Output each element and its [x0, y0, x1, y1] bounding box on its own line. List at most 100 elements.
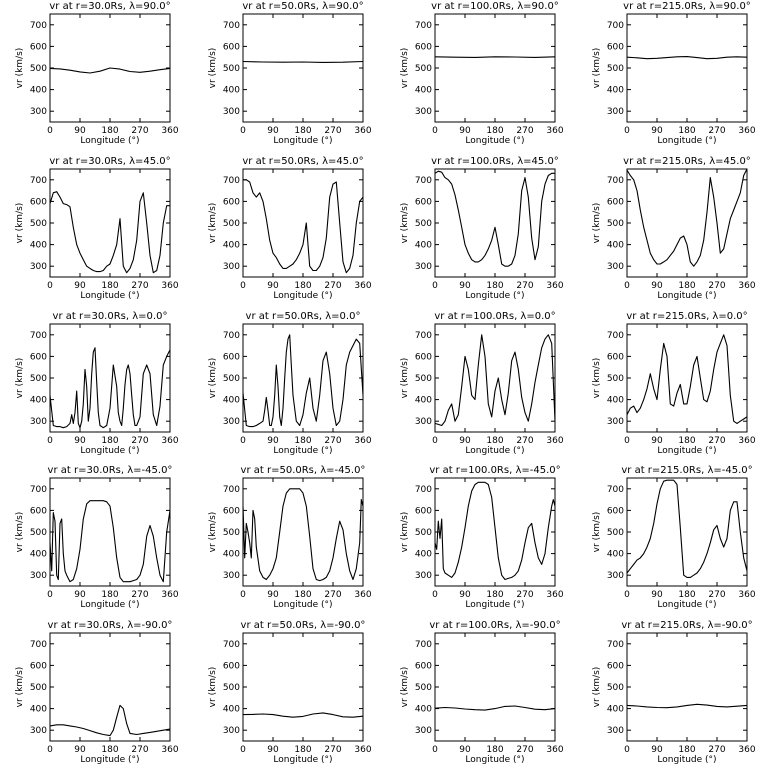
y-tick-label: 300: [415, 417, 432, 427]
chart-panel: vr at r=215.0Rs, λ=-45.0° 0 90 180 270 360 300…: [592, 465, 756, 610]
series-line: [49, 704, 171, 737]
panel-title: vr at r=50.0Rs, λ=45.0°: [242, 156, 363, 167]
y-tick-label: 300: [30, 726, 47, 736]
y-tick-label: 600: [30, 506, 47, 516]
y-axis-label: vr (km/s): [400, 48, 410, 89]
y-tick-label: 600: [607, 661, 624, 671]
chart-panel: vr at r=50.0Rs, λ=45.0° 0 90 180 270 360 300 40…: [208, 156, 372, 301]
panel-title: vr at r=30.0Rs, λ=0.0°: [53, 311, 168, 322]
series-line: [243, 179, 364, 274]
y-tick-label: 600: [607, 506, 624, 516]
y-tick-label: 700: [30, 21, 47, 31]
x-tick-label: 180: [486, 281, 503, 291]
y-tick-label: 600: [415, 197, 432, 207]
x-tick-label: 90: [651, 590, 663, 600]
plot-frame: [49, 632, 171, 742]
x-tick-label: 0: [624, 590, 630, 600]
x-tick-label: 180: [678, 436, 695, 446]
x-tick-label: 270: [516, 281, 533, 291]
x-tick-label: 90: [74, 126, 86, 136]
y-tick-label: 500: [415, 374, 432, 384]
x-axis-label: Longitude (°): [273, 600, 332, 610]
y-tick-label: 600: [223, 352, 240, 362]
panel-title: vr at r=100.0Rs, λ=-45.0°: [429, 465, 560, 476]
y-tick-label: 600: [30, 661, 47, 671]
x-tick-label: 0: [432, 436, 438, 446]
y-tick-label: 300: [223, 262, 240, 272]
x-tick-label: 90: [267, 590, 279, 600]
panel-title: vr at r=215.0Rs, λ=0.0°: [626, 311, 747, 322]
x-tick-label: 90: [459, 590, 471, 600]
y-tick-label: 400: [607, 705, 624, 715]
chart-panel: vr at r=215.0Rs, λ=0.0° 0 90 180 270 360 300 40…: [592, 311, 756, 456]
panel-title: vr at r=100.0Rs, λ=-90.0°: [429, 620, 560, 631]
y-tick-label: 300: [607, 571, 624, 581]
y-tick-label: 700: [607, 331, 624, 341]
x-axis-label: Longitude (°): [80, 446, 139, 456]
plot-frame: [626, 632, 748, 742]
y-tick-label: 700: [607, 640, 624, 650]
series-line: [626, 56, 748, 60]
x-tick-label: 180: [294, 436, 311, 446]
x-tick-label: 180: [294, 281, 311, 291]
chart-panel: vr at r=215.0Rs, λ=45.0° 0 90 180 270 360 300 4…: [592, 156, 756, 301]
plot-frame: [626, 477, 748, 587]
y-tick-label: 500: [30, 374, 47, 384]
x-tick-label: 360: [354, 590, 371, 600]
y-tick-label: 700: [415, 21, 432, 31]
plot-frame: [242, 13, 364, 123]
x-tick-label: 90: [74, 590, 86, 600]
y-tick-label: 500: [223, 219, 240, 229]
x-tick-label: 360: [161, 281, 178, 291]
y-tick-label: 600: [223, 197, 240, 207]
chart-panel: vr at r=215.0Rs, λ=-90.0° 0 90 180 270 360 300…: [592, 620, 756, 765]
y-tick-label: 500: [223, 528, 240, 538]
y-tick-label: 600: [415, 506, 432, 516]
y-tick-label: 400: [415, 241, 432, 251]
x-tick-label: 0: [47, 590, 53, 600]
y-tick-label: 300: [223, 726, 240, 736]
x-axis-label: Longitude (°): [465, 446, 524, 456]
y-tick-label: 600: [607, 352, 624, 362]
x-axis-label: Longitude (°): [657, 755, 716, 765]
x-tick-label: 360: [161, 745, 178, 755]
y-tick-label: 700: [223, 331, 240, 341]
x-tick-label: 180: [101, 745, 118, 755]
x-tick-label: 270: [324, 590, 341, 600]
x-tick-label: 0: [47, 281, 53, 291]
plot-frame: [49, 323, 171, 433]
y-tick-label: 400: [607, 550, 624, 560]
plot-frame: [49, 168, 171, 278]
x-tick-label: 270: [131, 590, 148, 600]
chart-panel: vr at r=100.0Rs, λ=-45.0° 0 90 180 270 360 300…: [400, 465, 564, 610]
y-tick-label: 700: [415, 331, 432, 341]
x-tick-label: 270: [131, 745, 148, 755]
panel-title: vr at r=30.0Rs, λ=-45.0°: [48, 465, 173, 476]
x-tick-label: 270: [516, 126, 533, 136]
plot-frame: [626, 13, 748, 123]
y-tick-label: 300: [415, 107, 432, 117]
panel-title: vr at r=100.0Rs, λ=45.0°: [431, 156, 559, 167]
x-tick-label: 360: [546, 126, 563, 136]
y-tick-label: 400: [223, 396, 240, 406]
y-axis-label: vr (km/s): [592, 512, 602, 553]
y-tick-label: 400: [30, 550, 47, 560]
series-line: [434, 56, 556, 58]
series-line: [626, 479, 748, 578]
x-tick-label: 360: [738, 281, 755, 291]
y-tick-label: 600: [415, 352, 432, 362]
panel-title: vr at r=50.0Rs, λ=-90.0°: [241, 620, 366, 631]
x-tick-label: 90: [651, 281, 663, 291]
chart-panel: vr at r=50.0Rs, λ=-45.0° 0 90 180 270 360 300 4…: [208, 465, 372, 610]
y-axis-label: vr (km/s): [208, 667, 218, 708]
chart-panel: vr at r=30.0Rs, λ=-90.0° 0 90 180 270 360 300 4…: [15, 620, 179, 765]
x-tick-label: 90: [459, 745, 471, 755]
series-line: [49, 67, 171, 74]
series-line: [242, 60, 364, 63]
y-tick-label: 300: [223, 417, 240, 427]
x-tick-label: 90: [459, 436, 471, 446]
y-tick-label: 500: [415, 528, 432, 538]
panel-title: vr at r=30.0Rs, λ=-90.0°: [48, 620, 173, 631]
x-tick-label: 180: [486, 126, 503, 136]
x-tick-label: 180: [678, 745, 695, 755]
